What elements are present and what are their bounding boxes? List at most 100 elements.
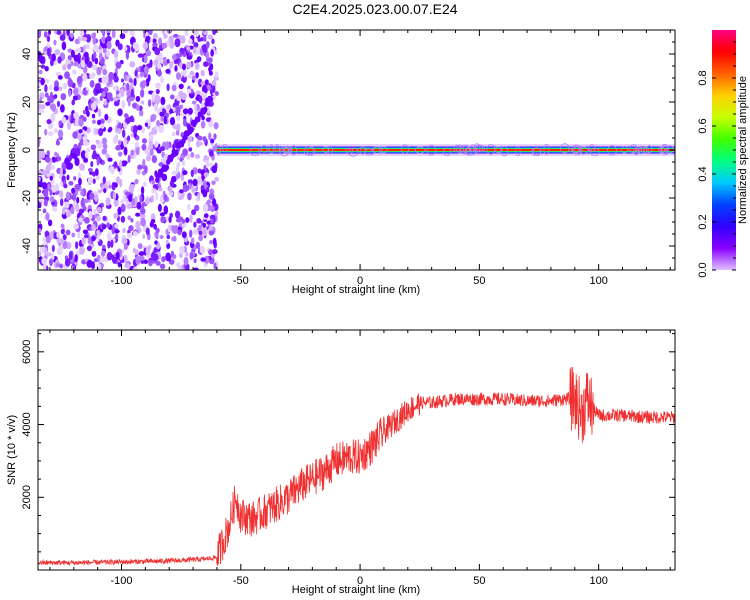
noise-dot [85, 43, 91, 49]
noise-dot [121, 248, 125, 254]
bottom-plot-frame [37, 329, 676, 571]
noise-dot [178, 52, 183, 58]
noise-dot [73, 223, 79, 230]
signal-blob [629, 144, 638, 154]
noise-dot [129, 61, 136, 68]
noise-streak-dot [155, 177, 160, 183]
noise-dot [75, 241, 79, 250]
noise-dot [143, 259, 148, 265]
spectrogram-panel: -100 -50 0 50 100 -40 -20 0 20 40 Height of strai… [6, 29, 676, 296]
noise-dot [168, 216, 172, 224]
noise-dot [46, 119, 52, 125]
noise-dot [163, 205, 169, 215]
bottom-xtick-label: 100 [589, 575, 607, 587]
noise-dot [43, 263, 47, 270]
noise-dot [113, 85, 118, 91]
noise-dot [188, 38, 193, 45]
signal-blob [588, 144, 596, 153]
noise-dot [60, 198, 64, 207]
noise-dot [151, 92, 156, 101]
noise-dot [95, 139, 100, 144]
noise-dot [193, 258, 197, 264]
bottom-y-axis-label: SNR (10 * v/v) [6, 415, 18, 485]
noise-dot [214, 71, 219, 79]
noise-dot [113, 229, 120, 234]
noise-dot [208, 205, 215, 212]
noise-dot [152, 37, 157, 44]
noise-dot [202, 136, 207, 142]
bottom-axis-ticks: -100 -50 0 50 100 2000 4000 6000 [21, 330, 675, 587]
noise-dot [123, 160, 128, 165]
noise-dot [65, 191, 70, 201]
noise-dot [200, 120, 206, 129]
signal-blob [379, 146, 388, 154]
noise-dot [96, 66, 102, 76]
noise-dot [148, 144, 154, 151]
noise-dot [103, 188, 107, 194]
noise-dot [112, 96, 119, 102]
noise-dot [91, 64, 98, 71]
noise-dot [105, 35, 112, 42]
noise-dot [155, 82, 161, 89]
noise-dot [120, 215, 126, 223]
noise-dot [117, 128, 122, 135]
noise-dot [163, 116, 167, 125]
noise-dot [100, 118, 105, 125]
noise-dot [187, 74, 193, 79]
noise-dot [57, 75, 63, 80]
noise-dot [117, 151, 123, 157]
noise-dot [79, 30, 85, 37]
noise-dot [59, 190, 64, 199]
noise-dot [141, 214, 146, 219]
signal-blob [359, 146, 366, 155]
noise-dot [95, 263, 102, 270]
top-xtick-label: -50 [233, 275, 249, 287]
top-x-axis-label: Height of straight line (km) [292, 284, 420, 296]
noise-dot [130, 218, 134, 223]
signal-band-core [216, 149, 675, 151]
noise-dot [89, 192, 95, 200]
noise-dot [56, 138, 60, 146]
noise-dot [107, 240, 111, 249]
noise-dot [78, 177, 82, 186]
signal-blob [303, 145, 315, 156]
noise-dot [182, 170, 188, 176]
signal-blob [646, 145, 653, 154]
noise-dot [195, 241, 200, 249]
noise-dot [153, 248, 160, 253]
noise-dot [156, 149, 162, 154]
noise-dot [206, 106, 211, 114]
noise-dot [91, 119, 96, 125]
noise-dot [197, 141, 203, 146]
noise-dot [96, 82, 101, 91]
noise-dot [71, 147, 77, 154]
noise-dot [195, 46, 201, 55]
noise-streak-dot [189, 126, 194, 133]
noise-dot [102, 224, 107, 230]
noise-dot [186, 55, 193, 60]
signal-blob [635, 146, 642, 154]
noise-dot [196, 218, 202, 224]
noise-dot [122, 129, 126, 138]
noise-dot [96, 233, 100, 242]
noise-dot [136, 125, 143, 131]
top-xtick-label: 50 [473, 275, 485, 287]
noise-dot [160, 96, 166, 106]
noise-dot [74, 183, 81, 190]
noise-dot [38, 151, 43, 160]
noise-dot [140, 186, 145, 195]
noise-dot [99, 123, 105, 129]
signal-blob [327, 145, 333, 155]
noise-dot [80, 150, 87, 160]
noise-dot [176, 123, 181, 132]
noise-dot [91, 102, 97, 111]
noise-dot [144, 198, 150, 205]
noise-dot [119, 33, 126, 40]
noise-dot [211, 180, 216, 186]
noise-streak-dot [208, 96, 213, 102]
noise-dot [162, 56, 167, 62]
noise-dot [108, 184, 112, 189]
noise-dot [86, 259, 93, 268]
noise-dot [38, 108, 45, 114]
noise-dot [153, 59, 159, 66]
